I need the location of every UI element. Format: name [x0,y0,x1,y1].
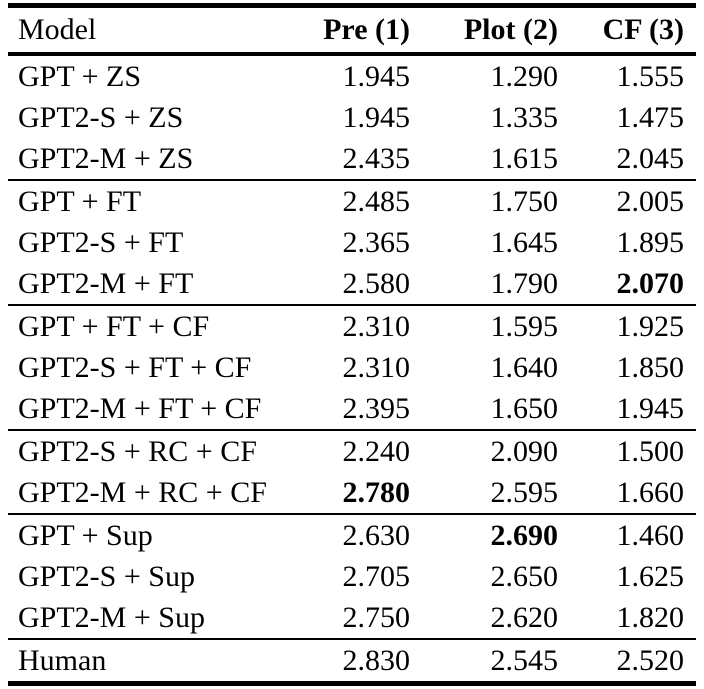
cf-value-cell: 1.460 [616,518,685,552]
plot-value-cell: 1.615 [490,141,559,175]
table-row: GPT2-M + ZS 2.435 1.615 2.045 [8,138,696,180]
plot-value-cell: 1.595 [490,309,559,343]
model-cell: GPT2-S + FT + CF [18,350,252,384]
plot-value-cell: 2.620 [490,600,559,634]
cf-value-cell: 1.500 [616,434,685,468]
cf-value-cell: 1.660 [616,475,685,509]
table-row: GPT2-M + FT 2.580 1.790 2.070 [8,263,696,305]
pre-value-cell: 2.310 [342,309,411,343]
plot-value-cell: 2.650 [490,559,559,593]
pre-value-cell: 1.945 [342,100,411,134]
cf-value-cell: 2.045 [616,141,685,175]
header-row: Model Pre (1) Plot (2) CF (3) [8,6,696,55]
model-cell: GPT + FT [18,184,142,218]
pre-value-cell: 2.240 [342,434,411,468]
cf-value-cell: 1.625 [616,559,685,593]
model-cell: GPT2-M + FT + CF [18,391,262,425]
cf-value-cell: 1.475 [616,100,685,134]
table-row: GPT2-S + FT 2.365 1.645 1.895 [8,222,696,263]
model-cell: GPT + Sup [18,518,153,552]
plot-value-cell: 1.650 [490,391,559,425]
model-cell: GPT2-S + ZS [18,100,184,134]
pre-value-cell: 2.580 [342,266,411,300]
model-cell: GPT2-S + Sup [18,559,195,593]
model-cell: GPT2-M + Sup [18,600,205,634]
cf-value-cell: 1.895 [616,225,685,259]
column-header-pre: Pre (1) [323,13,410,46]
model-cell: GPT2-M + FT [18,266,194,300]
pre-value-cell: 2.705 [342,559,411,593]
pre-value-cell: 2.750 [342,600,411,634]
table-row: GPT + FT 2.485 1.750 2.005 [8,180,696,222]
row-group-sup: GPT + Sup 2.630 2.690 1.460 GPT2-S + Sup… [8,514,696,639]
table-row: Human 2.830 2.545 2.520 [8,639,696,684]
cf-value-cell: 1.925 [616,309,685,343]
pre-value-cell: 2.780 [342,475,411,509]
cf-value-cell: 2.005 [616,184,685,218]
plot-value-cell: 1.290 [490,59,559,93]
table-row: GPT2-M + RC + CF 2.780 2.595 1.660 [8,472,696,514]
plot-value-cell: 1.640 [490,350,559,384]
table-row: GPT2-S + RC + CF 2.240 2.090 1.500 [8,430,696,472]
cf-value-cell: 2.520 [616,643,685,677]
table-row: GPT + Sup 2.630 2.690 1.460 [8,514,696,556]
column-header-plot: Plot (2) [463,13,558,46]
plot-value-cell: 2.690 [490,518,559,552]
plot-value-cell: 2.545 [490,643,559,677]
row-group-zs: GPT + ZS 1.945 1.290 1.555 GPT2-S + ZS 1… [8,54,696,180]
pre-value-cell: 2.630 [342,518,411,552]
cf-value-cell: 1.850 [616,350,685,384]
pre-value-cell: 1.945 [342,59,411,93]
model-cell: GPT + FT + CF [18,309,210,343]
table-row: GPT + FT + CF 2.310 1.595 1.925 [8,305,696,347]
table-header: Model Pre (1) Plot (2) CF (3) [8,6,696,55]
cf-value-cell: 1.820 [616,600,685,634]
model-cell: Human [18,643,107,677]
plot-value-cell: 1.750 [490,184,559,218]
plot-value-cell: 1.335 [490,100,559,134]
table-row: GPT2-S + Sup 2.705 2.650 1.625 [8,556,696,597]
column-header-cf: CF (3) [602,13,684,46]
model-cell: GPT2-S + FT [18,225,184,259]
pre-value-cell: 2.395 [342,391,411,425]
plot-value-cell: 2.595 [490,475,559,509]
row-group-ft-cf: GPT + FT + CF 2.310 1.595 1.925 GPT2-S +… [8,305,696,430]
row-group-rc-cf: GPT2-S + RC + CF 2.240 2.090 1.500 GPT2-… [8,430,696,514]
model-cell: GPT2-M + RC + CF [18,475,267,509]
model-cell: GPT2-S + RC + CF [18,434,257,468]
table-row: GPT + ZS 1.945 1.290 1.555 [8,54,696,97]
column-header-model: Model [18,13,97,46]
row-group-ft: GPT + FT 2.485 1.750 2.005 GPT2-S + FT 2… [8,180,696,305]
table-row: GPT2-M + Sup 2.750 2.620 1.820 [8,597,696,639]
results-table-container: Model Pre (1) Plot (2) CF (3) GPT + ZS 1… [8,3,696,686]
pre-value-cell: 2.830 [342,643,411,677]
cf-value-cell: 1.555 [616,59,685,93]
table-row: GPT2-S + FT + CF 2.310 1.640 1.850 [8,347,696,388]
model-cell: GPT2-M + ZS [18,141,194,175]
model-cell: GPT + ZS [18,59,142,93]
cf-value-cell: 1.945 [616,391,685,425]
pre-value-cell: 2.365 [342,225,411,259]
row-group-human: Human 2.830 2.545 2.520 [8,639,696,684]
plot-value-cell: 1.645 [490,225,559,259]
table-row: GPT2-S + ZS 1.945 1.335 1.475 [8,97,696,138]
pre-value-cell: 2.310 [342,350,411,384]
model-evaluation-table: Model Pre (1) Plot (2) CF (3) GPT + ZS 1… [8,3,696,686]
table-row: GPT2-M + FT + CF 2.395 1.650 1.945 [8,388,696,430]
pre-value-cell: 2.435 [342,141,411,175]
plot-value-cell: 2.090 [490,434,559,468]
plot-value-cell: 1.790 [490,266,559,300]
pre-value-cell: 2.485 [342,184,411,218]
cf-value-cell: 2.070 [616,266,685,300]
